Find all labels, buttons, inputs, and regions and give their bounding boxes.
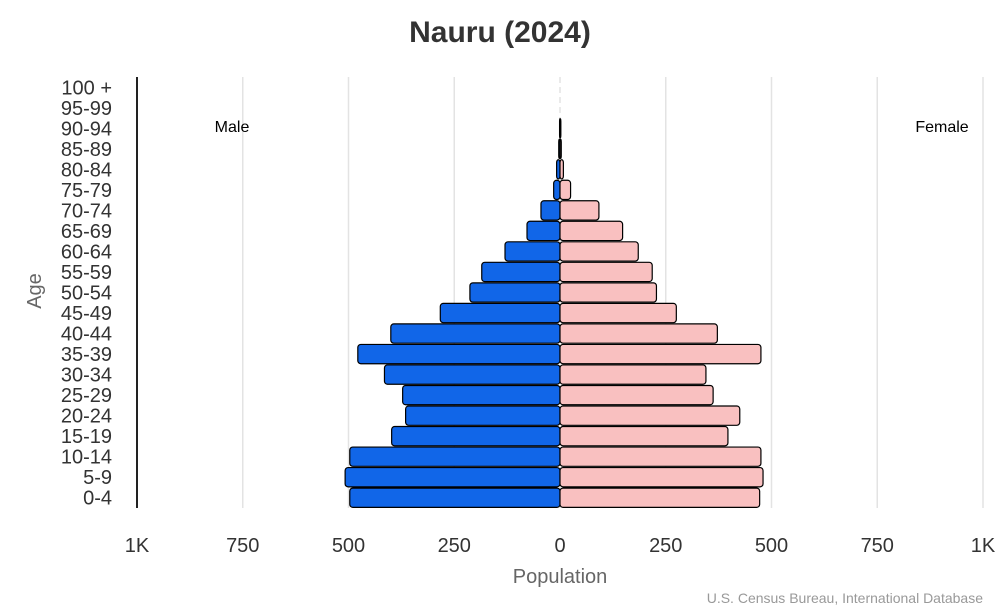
- female-bar-30-34: [559, 364, 707, 385]
- male-bar-55-59: [481, 261, 561, 283]
- y-tick-label: 45-49: [61, 303, 112, 325]
- x-tick-label: 750: [861, 535, 894, 557]
- male-bar-75-79: [553, 179, 561, 201]
- male-bar-60-64: [504, 241, 561, 262]
- female-bar-55-59: [559, 261, 653, 283]
- female-bar-80-84: [559, 159, 564, 180]
- female-bar-70-74: [559, 200, 600, 221]
- y-tick-label: 85-89: [61, 139, 112, 161]
- y-tick-label: 60-64: [61, 241, 112, 263]
- female-bar-0-4: [559, 487, 761, 508]
- chart-title: Nauru (2024): [409, 16, 591, 49]
- y-tick-label: 20-24: [61, 406, 112, 428]
- y-tick-label: 10-14: [61, 447, 112, 469]
- bars: [344, 118, 764, 508]
- female-bar-45-49: [559, 302, 677, 324]
- y-tick-labels: 0-45-910-1415-1920-2425-2930-3435-3940-4…: [61, 77, 112, 509]
- y-tick-label: 50-54: [61, 283, 112, 305]
- male-bar-25-29: [402, 384, 561, 406]
- female-bar-5-9: [559, 466, 764, 488]
- x-tick-label: 0: [554, 535, 565, 557]
- male-bar-35-39: [357, 343, 561, 365]
- male-bar-20-24: [405, 405, 561, 426]
- y-tick-label: 100 +: [61, 77, 112, 99]
- y-tick-label: 75-79: [61, 180, 112, 202]
- x-tick-labels: 1K 750 500 250 0 250 500 750 1K: [125, 535, 996, 557]
- y-tick-label: 70-74: [61, 200, 112, 222]
- female-bar-15-19: [559, 425, 729, 447]
- female-bar-25-29: [559, 384, 714, 406]
- x-tick-label: 1K: [125, 535, 150, 557]
- male-bar-45-49: [439, 302, 561, 324]
- female-bar-75-79: [559, 179, 572, 201]
- y-tick-label: 40-44: [61, 324, 112, 346]
- female-bar-60-64: [559, 241, 639, 262]
- male-bar-5-9: [344, 466, 561, 488]
- y-tick-label: 95-99: [61, 98, 112, 120]
- y-tick-label: 25-29: [61, 385, 112, 407]
- y-tick-label: 90-94: [61, 118, 112, 140]
- female-bar-40-44: [559, 323, 718, 344]
- x-tick-label: 500: [332, 535, 365, 557]
- y-tick-label: 55-59: [61, 262, 112, 284]
- y-tick-label: 35-39: [61, 344, 112, 366]
- male-bar-10-14: [349, 446, 561, 467]
- female-label: Female: [915, 119, 968, 136]
- female-bar-35-39: [559, 343, 762, 365]
- y-tick-label: 30-34: [61, 365, 112, 387]
- female-bar-65-69: [559, 220, 624, 242]
- female-bar-50-54: [559, 282, 658, 303]
- male-bar-40-44: [390, 323, 561, 344]
- male-bar-15-19: [391, 425, 561, 447]
- y-tick-label: 65-69: [61, 221, 112, 243]
- male-bar-30-34: [383, 364, 561, 385]
- female-bar-10-14: [559, 446, 762, 467]
- x-tick-label: 500: [755, 535, 788, 557]
- y-tick-label: 5-9: [83, 467, 112, 489]
- x-tick-label: 250: [438, 535, 471, 557]
- male-bar-70-74: [540, 200, 561, 221]
- female-bar-90-94: [559, 118, 562, 139]
- male-label: Male: [215, 119, 250, 136]
- y-axis-title: Age: [24, 273, 46, 309]
- y-tick-label: 80-84: [61, 159, 112, 181]
- y-tick-label: 15-19: [61, 426, 112, 448]
- x-tick-label: 1K: [971, 535, 996, 557]
- male-bar-50-54: [469, 282, 561, 303]
- x-axis-title: Population: [513, 566, 608, 588]
- source-credit: U.S. Census Bureau, International Databa…: [707, 590, 983, 606]
- male-bar-65-69: [526, 220, 561, 242]
- x-tick-label: 750: [226, 535, 259, 557]
- female-bar-20-24: [559, 405, 741, 426]
- female-bar-85-89: [559, 138, 562, 160]
- x-tick-label: 250: [649, 535, 682, 557]
- male-bar-0-4: [349, 487, 561, 508]
- y-tick-label: 0-4: [83, 488, 112, 510]
